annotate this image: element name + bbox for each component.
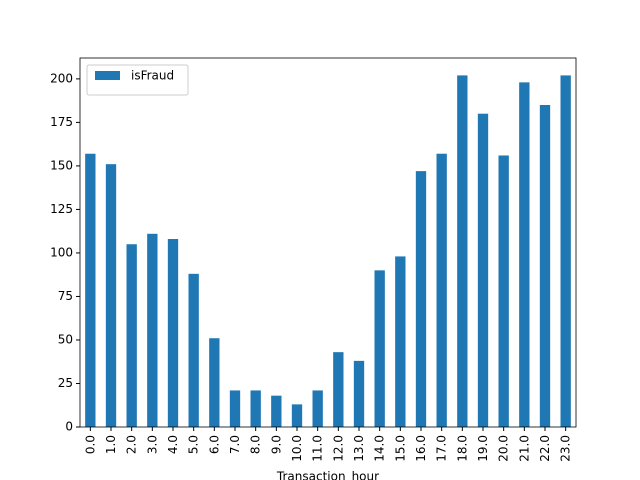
bar — [271, 395, 282, 427]
x-tick-label: 3.0 — [145, 435, 159, 454]
y-tick-label: 175 — [50, 115, 73, 129]
bar — [539, 104, 551, 427]
bar — [291, 404, 303, 427]
bar — [250, 390, 261, 427]
bar — [126, 244, 137, 427]
x-tick-label: 2.0 — [125, 435, 139, 454]
x-tick-label: 17.0 — [435, 435, 449, 462]
bar — [188, 273, 199, 427]
x-axis-label: Transaction_hour — [276, 470, 379, 480]
bar — [229, 390, 241, 427]
bar — [498, 155, 509, 428]
bar — [457, 75, 468, 427]
x-tick-label: 10.0 — [290, 435, 304, 462]
bar — [105, 164, 117, 427]
x-tick-label: 19.0 — [476, 435, 490, 462]
x-tick-label: 8.0 — [249, 435, 263, 454]
y-tick-label: 100 — [50, 245, 73, 259]
bar — [209, 338, 220, 427]
x-tick-label: 18.0 — [455, 435, 469, 462]
x-tick-label: 22.0 — [538, 435, 552, 462]
bar — [167, 239, 179, 427]
bar — [353, 360, 365, 427]
y-tick-label: 125 — [50, 202, 73, 216]
x-tick-label: 11.0 — [311, 435, 325, 462]
x-tick-label: 12.0 — [331, 435, 345, 462]
x-tick-label: 5.0 — [187, 435, 201, 454]
x-tick-label: 15.0 — [393, 435, 407, 462]
bar — [477, 113, 489, 427]
y-tick-label: 75 — [58, 289, 73, 303]
x-tick-label: 20.0 — [497, 435, 511, 462]
y-tick-label: 200 — [50, 71, 73, 85]
bar — [436, 153, 447, 427]
x-tick-label: 0.0 — [83, 435, 97, 454]
bar — [312, 390, 323, 427]
plot-frame — [79, 57, 577, 428]
bar — [85, 153, 96, 427]
y-tick-label: 50 — [58, 332, 73, 346]
x-tick-label: 13.0 — [352, 435, 366, 462]
bar — [147, 233, 158, 427]
x-tick-label: 21.0 — [517, 435, 531, 462]
x-tick-label: 1.0 — [104, 435, 118, 454]
x-tick-label: 14.0 — [373, 435, 387, 462]
x-tick-label: 16.0 — [414, 435, 428, 462]
bar — [333, 352, 344, 427]
x-tick-label: 23.0 — [559, 435, 573, 462]
bar — [415, 171, 427, 427]
x-tick-label: 9.0 — [269, 435, 283, 454]
bar — [395, 256, 406, 427]
y-tick-label: 0 — [65, 420, 73, 434]
y-tick-label: 150 — [50, 158, 73, 172]
legend-label: isFraud — [131, 69, 174, 83]
legend-swatch — [95, 71, 120, 80]
x-tick-label: 6.0 — [207, 435, 221, 454]
x-tick-label: 4.0 — [166, 435, 180, 454]
bar — [374, 270, 385, 427]
y-tick-label: 25 — [58, 376, 73, 390]
bar — [560, 75, 571, 427]
x-tick-label: 7.0 — [228, 435, 242, 454]
bar — [519, 82, 530, 428]
